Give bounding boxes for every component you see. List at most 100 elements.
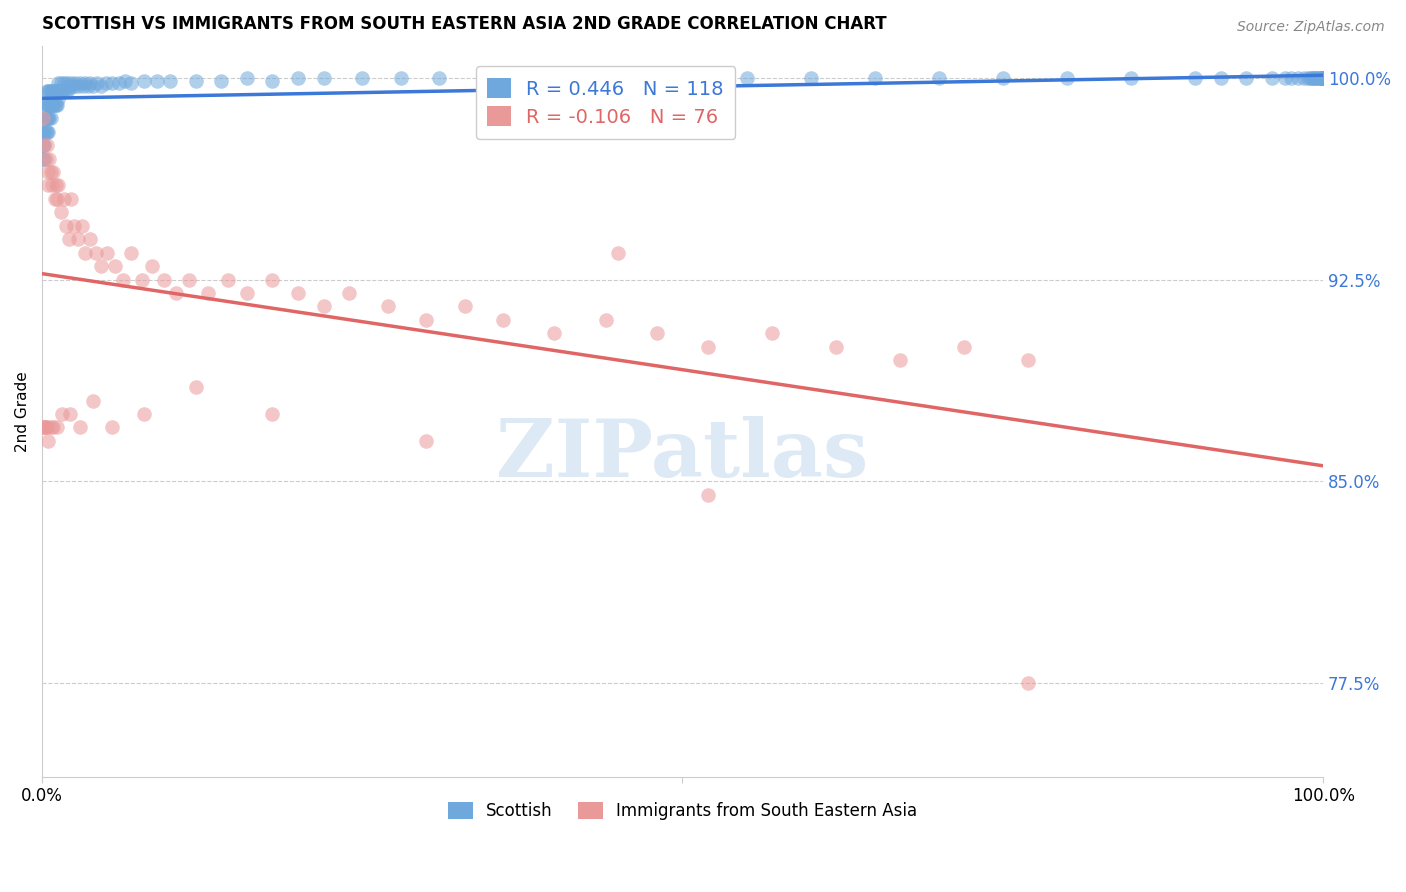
Point <box>42 84 65 98</box>
Point <box>34 420 56 434</box>
Point <box>1312 70 1334 85</box>
Point <box>55 84 77 98</box>
Point <box>34 420 56 434</box>
Point <box>52 76 75 90</box>
Point <box>75 76 97 90</box>
Point <box>607 70 630 85</box>
Point <box>34 112 56 126</box>
Point <box>825 340 848 354</box>
Point <box>415 313 437 327</box>
Point <box>45 178 67 193</box>
Point <box>37 434 59 448</box>
Point <box>79 232 101 246</box>
Point <box>146 73 169 87</box>
Point <box>90 78 112 93</box>
Point <box>159 73 181 87</box>
Y-axis label: 2nd Grade: 2nd Grade <box>15 371 30 451</box>
Point <box>56 76 79 90</box>
Point <box>58 232 80 246</box>
Point <box>63 76 86 90</box>
Point <box>60 76 83 90</box>
Point <box>94 76 117 90</box>
Legend: Scottish, Immigrants from South Eastern Asia: Scottish, Immigrants from South Eastern … <box>441 796 924 827</box>
Point <box>262 407 284 421</box>
Point <box>34 125 56 139</box>
Point <box>75 245 97 260</box>
Point <box>44 97 66 112</box>
Point <box>41 178 63 193</box>
Point <box>37 125 59 139</box>
Point <box>389 70 412 85</box>
Point <box>39 420 62 434</box>
Point <box>262 272 284 286</box>
Point <box>1306 70 1329 85</box>
Point <box>1312 70 1334 85</box>
Point <box>1292 70 1315 85</box>
Point <box>1310 70 1333 85</box>
Point <box>37 84 59 98</box>
Point <box>262 73 284 87</box>
Point <box>37 165 59 179</box>
Point <box>59 78 82 93</box>
Point <box>52 192 75 206</box>
Point <box>645 326 668 341</box>
Point <box>38 84 60 98</box>
Point <box>32 125 55 139</box>
Point <box>1309 70 1331 85</box>
Point <box>46 84 69 98</box>
Point <box>70 219 93 233</box>
Text: Source: ZipAtlas.com: Source: ZipAtlas.com <box>1237 20 1385 34</box>
Point <box>77 78 100 93</box>
Point <box>735 70 758 85</box>
Point <box>104 259 127 273</box>
Point <box>96 245 118 260</box>
Point <box>134 73 156 87</box>
Point <box>1017 353 1039 368</box>
Point <box>991 70 1014 85</box>
Point <box>889 353 911 368</box>
Point <box>69 76 91 90</box>
Point <box>761 326 783 341</box>
Point <box>1312 70 1334 85</box>
Point <box>1279 70 1302 85</box>
Point <box>492 313 515 327</box>
Point <box>35 420 58 434</box>
Point <box>1017 675 1039 690</box>
Point <box>48 76 70 90</box>
Point <box>1296 70 1319 85</box>
Point <box>49 205 72 219</box>
Point <box>35 112 58 126</box>
Point <box>34 97 56 112</box>
Point <box>72 78 94 93</box>
Point <box>107 76 129 90</box>
Point <box>1312 70 1334 85</box>
Point <box>48 178 70 193</box>
Point <box>953 340 976 354</box>
Point <box>41 84 63 98</box>
Point <box>101 420 124 434</box>
Point <box>34 420 56 434</box>
Point <box>39 112 62 126</box>
Point <box>38 97 60 112</box>
Point <box>37 112 59 126</box>
Point <box>1303 70 1326 85</box>
Point <box>287 285 309 300</box>
Point <box>312 70 335 85</box>
Point <box>1261 70 1284 85</box>
Point <box>114 73 136 87</box>
Point <box>42 420 65 434</box>
Point <box>32 152 55 166</box>
Point <box>41 97 63 112</box>
Point <box>152 272 174 286</box>
Point <box>66 78 89 93</box>
Point <box>1312 70 1334 85</box>
Point <box>543 70 565 85</box>
Point <box>34 112 56 126</box>
Point <box>34 125 56 139</box>
Point <box>1312 70 1334 85</box>
Point <box>69 420 91 434</box>
Point <box>44 192 66 206</box>
Point <box>45 97 67 112</box>
Point <box>59 407 82 421</box>
Point <box>287 70 309 85</box>
